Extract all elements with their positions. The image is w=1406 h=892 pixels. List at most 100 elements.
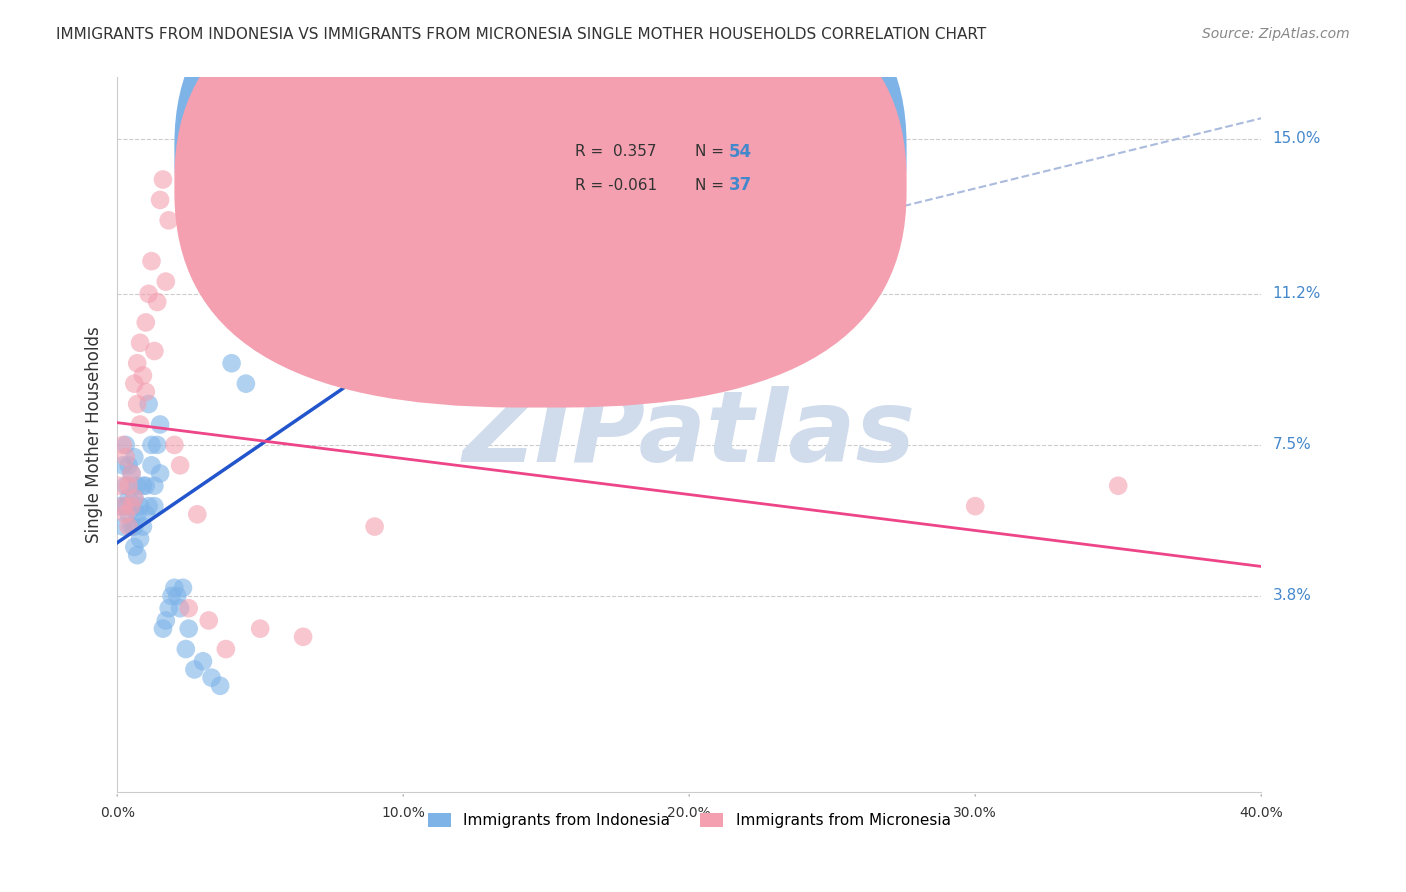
Text: N =: N = xyxy=(695,145,728,160)
Point xyxy=(124,376,146,391)
Text: 40.0%: 40.0% xyxy=(1239,806,1284,820)
Text: N =: N = xyxy=(695,178,728,193)
Point xyxy=(129,532,152,546)
Point xyxy=(1107,479,1129,493)
Point xyxy=(155,614,177,628)
Text: 10.0%: 10.0% xyxy=(381,806,425,820)
Point xyxy=(114,450,136,465)
Text: 7.5%: 7.5% xyxy=(1272,437,1310,452)
Text: R = -0.061: R = -0.061 xyxy=(575,178,657,193)
Legend: Immigrants from Indonesia, Immigrants from Micronesia: Immigrants from Indonesia, Immigrants fr… xyxy=(422,807,956,834)
Point xyxy=(152,172,174,186)
Point xyxy=(111,499,134,513)
Point xyxy=(235,376,257,391)
Point xyxy=(146,438,169,452)
Point xyxy=(149,417,172,432)
Point xyxy=(215,642,238,657)
FancyBboxPatch shape xyxy=(174,0,907,374)
Point xyxy=(141,458,163,473)
Point xyxy=(129,417,152,432)
Point xyxy=(965,499,987,513)
Point xyxy=(138,499,160,513)
Point xyxy=(177,601,200,615)
Point xyxy=(117,519,139,533)
Point xyxy=(117,491,139,505)
Point xyxy=(157,601,180,615)
Point xyxy=(129,499,152,513)
Point xyxy=(249,335,271,350)
Point xyxy=(160,589,183,603)
Point xyxy=(166,589,188,603)
Point xyxy=(117,479,139,493)
Point xyxy=(108,479,131,493)
Point xyxy=(200,671,222,685)
Text: IMMIGRANTS FROM INDONESIA VS IMMIGRANTS FROM MICRONESIA SINGLE MOTHER HOUSEHOLDS: IMMIGRANTS FROM INDONESIA VS IMMIGRANTS … xyxy=(56,27,987,42)
Point xyxy=(149,467,172,481)
Text: 20.0%: 20.0% xyxy=(668,806,711,820)
Point xyxy=(277,315,299,329)
Point xyxy=(177,622,200,636)
Point xyxy=(143,499,166,513)
Point xyxy=(121,499,143,513)
Point xyxy=(197,614,219,628)
Point xyxy=(169,458,191,473)
Point xyxy=(146,295,169,310)
Text: Source: ZipAtlas.com: Source: ZipAtlas.com xyxy=(1202,27,1350,41)
Point xyxy=(221,356,243,370)
Point xyxy=(292,630,315,644)
Point xyxy=(186,508,208,522)
Point xyxy=(143,479,166,493)
Point xyxy=(209,679,232,693)
Point xyxy=(135,508,157,522)
Point xyxy=(114,438,136,452)
Point xyxy=(114,499,136,513)
Point xyxy=(157,213,180,227)
Point xyxy=(135,315,157,329)
Point xyxy=(127,548,149,562)
Point xyxy=(111,519,134,533)
Point xyxy=(307,275,329,289)
Point xyxy=(124,491,146,505)
Point xyxy=(141,254,163,268)
Text: 0.0%: 0.0% xyxy=(100,806,135,820)
Point xyxy=(349,254,371,268)
Point xyxy=(135,384,157,399)
Text: 3.8%: 3.8% xyxy=(1272,589,1312,604)
Point xyxy=(132,368,155,383)
Text: R =  0.357: R = 0.357 xyxy=(575,145,657,160)
Text: 30.0%: 30.0% xyxy=(953,806,997,820)
Text: 15.0%: 15.0% xyxy=(1272,131,1320,146)
Point xyxy=(141,438,163,452)
Point xyxy=(138,286,160,301)
Point xyxy=(163,581,186,595)
Point xyxy=(143,343,166,358)
Text: 37: 37 xyxy=(730,177,752,194)
Point xyxy=(117,458,139,473)
Point xyxy=(111,458,134,473)
Point xyxy=(124,540,146,554)
Point xyxy=(121,499,143,513)
Point xyxy=(124,450,146,465)
FancyBboxPatch shape xyxy=(495,128,827,213)
Point xyxy=(114,508,136,522)
Point xyxy=(127,479,149,493)
Point xyxy=(163,438,186,452)
Point xyxy=(138,397,160,411)
Point xyxy=(111,438,134,452)
Point xyxy=(121,467,143,481)
Point xyxy=(155,275,177,289)
Point xyxy=(124,519,146,533)
Point xyxy=(149,193,172,207)
Point xyxy=(169,601,191,615)
Text: ZIPatlas: ZIPatlas xyxy=(463,386,915,483)
Point xyxy=(127,397,149,411)
Point xyxy=(249,622,271,636)
Point xyxy=(172,581,194,595)
Point xyxy=(124,491,146,505)
FancyBboxPatch shape xyxy=(174,0,907,408)
Text: 11.2%: 11.2% xyxy=(1272,286,1320,301)
Point xyxy=(121,467,143,481)
Point xyxy=(183,663,205,677)
Text: 54: 54 xyxy=(730,143,752,161)
Point xyxy=(152,622,174,636)
